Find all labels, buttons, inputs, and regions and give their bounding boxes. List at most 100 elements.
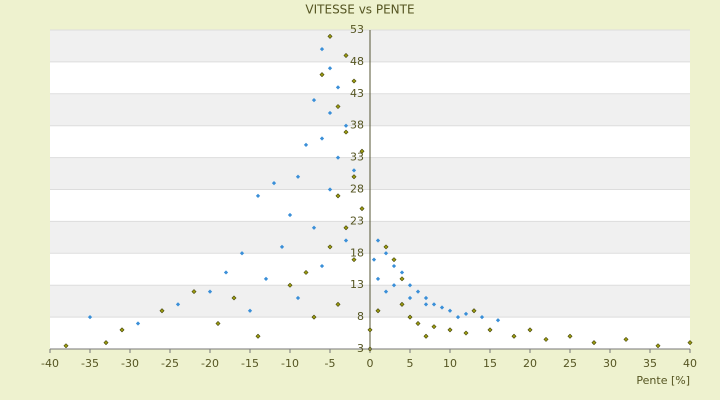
x-tick-label: -30 xyxy=(121,357,139,370)
y-tick-label: 43 xyxy=(350,87,364,100)
point xyxy=(343,225,349,231)
point xyxy=(263,276,269,281)
y-tick-label: 38 xyxy=(350,119,364,132)
x-tick-label: 15 xyxy=(483,357,497,370)
point xyxy=(303,269,309,275)
x-tick-label: -15 xyxy=(241,357,259,370)
y-tick-label: 48 xyxy=(350,55,364,68)
point xyxy=(591,340,597,346)
point xyxy=(303,142,309,147)
y-tick-label: 33 xyxy=(350,151,364,164)
point xyxy=(295,174,301,179)
point xyxy=(375,238,381,243)
point xyxy=(255,193,261,199)
point xyxy=(543,336,549,342)
point xyxy=(463,311,469,317)
point xyxy=(311,314,317,320)
y-tick-label: 8 xyxy=(357,310,364,323)
x-tick-label: 30 xyxy=(603,357,617,370)
x-tick-label: 5 xyxy=(407,357,414,370)
point xyxy=(335,193,341,199)
point xyxy=(399,270,405,275)
point xyxy=(231,295,237,301)
x-tick-label: 40 xyxy=(683,357,697,370)
y-tick-label: 53 xyxy=(350,23,364,36)
point xyxy=(383,289,389,294)
point xyxy=(623,336,629,342)
point xyxy=(327,33,333,39)
point xyxy=(383,244,389,250)
point xyxy=(383,251,389,256)
point xyxy=(687,340,693,346)
point xyxy=(343,238,349,243)
point xyxy=(279,244,285,250)
x-tick-label: 0 xyxy=(367,357,374,370)
point xyxy=(487,327,493,333)
x-tick-label: -25 xyxy=(161,357,179,370)
point xyxy=(415,289,421,294)
point xyxy=(359,148,365,154)
point xyxy=(351,174,357,180)
point xyxy=(119,327,125,333)
x-tick-label: -20 xyxy=(201,357,219,370)
point xyxy=(423,295,429,301)
point xyxy=(495,318,501,323)
point xyxy=(327,187,333,192)
point xyxy=(479,314,485,320)
point xyxy=(431,302,437,307)
point xyxy=(295,295,301,301)
point xyxy=(247,308,253,313)
point xyxy=(431,324,437,330)
point xyxy=(391,263,397,269)
point xyxy=(375,276,381,281)
point xyxy=(239,251,245,256)
point xyxy=(343,53,349,58)
point xyxy=(375,308,381,314)
point xyxy=(175,302,181,307)
point xyxy=(319,263,325,269)
y-tick-label: 13 xyxy=(350,278,364,291)
point xyxy=(223,270,229,275)
point xyxy=(335,301,341,307)
y-tick-label: 28 xyxy=(350,183,364,196)
x-axis-title: Pente [%] xyxy=(636,374,690,387)
point xyxy=(359,206,365,212)
point xyxy=(455,314,461,320)
point xyxy=(287,212,293,218)
point xyxy=(207,289,213,294)
point xyxy=(567,333,573,339)
x-tick-label: -40 xyxy=(41,357,59,370)
y-tick-label: 23 xyxy=(350,214,364,227)
point xyxy=(423,333,429,339)
point xyxy=(407,283,413,288)
point xyxy=(399,276,405,282)
point xyxy=(391,283,397,288)
point xyxy=(159,308,165,314)
y-tick-label: 3 xyxy=(357,342,364,355)
point xyxy=(407,314,413,320)
point xyxy=(511,333,517,339)
point xyxy=(471,308,477,314)
point xyxy=(391,257,397,263)
point xyxy=(527,327,533,333)
x-tick-label: -5 xyxy=(325,357,336,370)
point xyxy=(371,257,377,262)
point xyxy=(311,225,317,230)
point xyxy=(399,301,405,307)
point xyxy=(407,295,413,301)
point xyxy=(463,330,469,336)
point xyxy=(367,327,373,333)
point xyxy=(191,289,197,295)
point xyxy=(135,321,141,326)
point xyxy=(63,343,69,349)
chart-title: VITESSE vs PENTE xyxy=(305,3,414,17)
x-tick-label: 25 xyxy=(563,357,577,370)
x-tick-label: -10 xyxy=(281,357,299,370)
point xyxy=(447,327,453,333)
point xyxy=(335,155,341,160)
point xyxy=(319,136,325,141)
point xyxy=(351,168,357,173)
point xyxy=(439,305,445,310)
point xyxy=(335,104,341,110)
